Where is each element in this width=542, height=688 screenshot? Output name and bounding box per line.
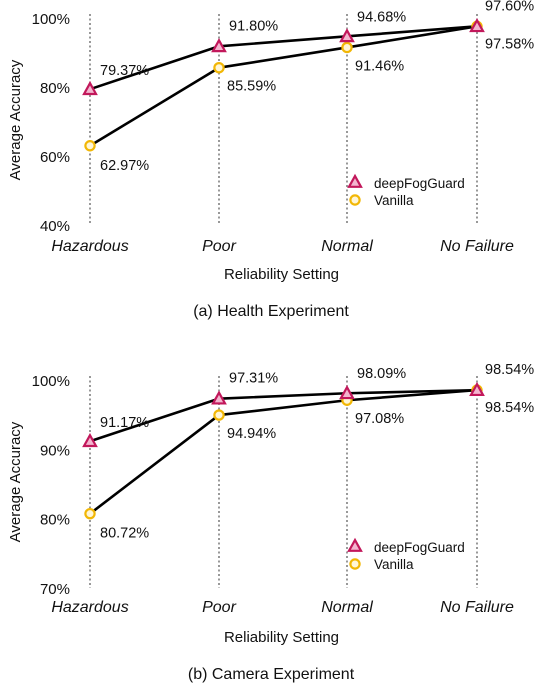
chart-camera: 70% 80% 90% 100% Hazardous Poor Normal No Failu… <box>7 362 534 646</box>
x-tick-label: Poor <box>202 238 236 255</box>
y-tick-label: 40% <box>40 218 70 235</box>
x-tick-label: Normal <box>321 238 373 255</box>
point-vanilla <box>84 140 96 152</box>
data-label-vanilla: 85.59% <box>227 79 276 95</box>
data-label-vanilla: 94.94% <box>227 426 276 442</box>
legend-label: deepFogGuard <box>374 540 465 555</box>
y-tick-label: 80% <box>40 512 70 529</box>
x-tick-label: No Failure <box>440 238 514 255</box>
point-deepfogguard <box>339 28 355 43</box>
data-label-vanilla: 97.08% <box>355 411 404 427</box>
point-deepfogguard <box>339 384 355 400</box>
point-vanilla <box>213 409 225 421</box>
data-label-deepfogguard: 91.80% <box>229 18 278 34</box>
data-label-deepfogguard: 98.09% <box>357 366 406 382</box>
legend-marker-vanilla <box>349 558 361 570</box>
y-tick-label: 90% <box>40 442 70 459</box>
data-label-vanilla: 62.97% <box>100 158 149 174</box>
x-axis-label: Reliability Setting <box>224 629 339 646</box>
point-vanilla <box>341 41 353 54</box>
y-tick-label: 100% <box>32 11 70 28</box>
legend-marker-vanilla <box>349 194 361 206</box>
data-label-deepfogguard: 98.54% <box>485 362 534 378</box>
data-label-vanilla: 98.54% <box>485 400 534 416</box>
x-tick-label: Hazardous <box>51 238 128 255</box>
data-label-vanilla: 80.72% <box>100 526 149 542</box>
y-tick-label: 60% <box>40 149 70 166</box>
legend-label: Vanilla <box>374 557 414 572</box>
data-label-vanilla: 97.58% <box>485 36 534 52</box>
chart-health: 40% 60% 80% 100% Hazardous Poor Normal No Failu… <box>7 0 534 283</box>
x-tick-label: No Failure <box>440 599 514 616</box>
y-tick-label: 100% <box>32 373 70 390</box>
series-line-deepfogguard <box>89 24 478 91</box>
caption-health-experiment: (a) Health Experiment <box>193 303 349 320</box>
x-tick-label: Poor <box>202 599 236 616</box>
data-label-deepfogguard: 91.17% <box>100 415 149 431</box>
series-line-vanilla <box>89 25 478 147</box>
x-axis-label: Reliability Setting <box>224 266 339 283</box>
series-line-vanilla <box>89 388 478 515</box>
data-label-deepfogguard: 79.37% <box>100 63 149 79</box>
point-vanilla <box>84 507 96 520</box>
point-deepfogguard <box>211 38 227 53</box>
point-deepfogguard <box>469 381 485 397</box>
y-axis-label: Average Accuracy <box>7 421 24 542</box>
point-deepfogguard <box>82 80 98 96</box>
point-deepfogguard <box>82 432 98 448</box>
data-label-deepfogguard: 97.60% <box>485 0 534 14</box>
legend-marker-deepfogguard <box>347 173 363 188</box>
series-line-deepfogguard <box>89 388 478 443</box>
legend-label: Vanilla <box>374 193 414 208</box>
point-vanilla <box>213 62 225 74</box>
y-tick-label: 80% <box>40 80 70 97</box>
y-tick-label: 70% <box>40 581 70 598</box>
point-deepfogguard <box>469 18 485 33</box>
legend: deepFogGuard Vanilla <box>347 537 465 572</box>
legend-marker-deepfogguard <box>347 537 363 552</box>
y-axis-label: Average Accuracy <box>7 59 24 180</box>
legend-label: deepFogGuard <box>374 176 465 191</box>
legend: deepFogGuard Vanilla <box>347 173 465 208</box>
point-deepfogguard <box>211 390 227 405</box>
x-tick-label: Normal <box>321 599 373 616</box>
x-tick-label: Hazardous <box>51 599 128 616</box>
data-label-vanilla: 91.46% <box>355 58 404 74</box>
caption-camera-experiment: (b) Camera Experiment <box>187 666 355 683</box>
data-label-deepfogguard: 94.68% <box>357 9 406 25</box>
data-label-deepfogguard: 97.31% <box>229 371 278 387</box>
